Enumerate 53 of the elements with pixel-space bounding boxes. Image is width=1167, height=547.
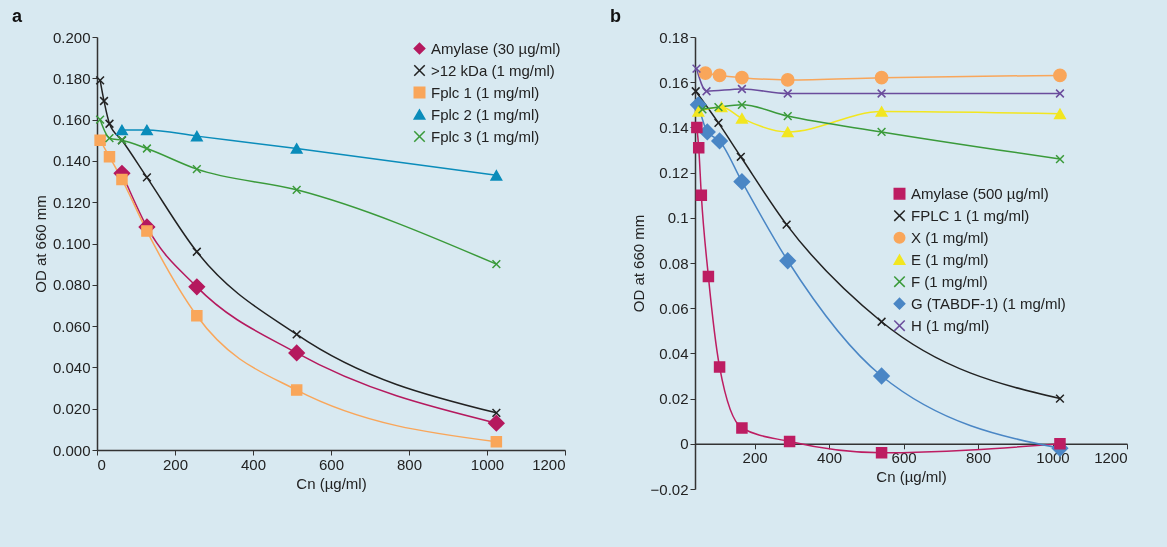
y-tick-label: 0.1	[667, 209, 689, 227]
y-tick-label: −0.02	[650, 480, 689, 498]
y-tick-label: 0	[680, 435, 689, 453]
x-tick-label: 1200	[1094, 449, 1128, 467]
y-tick-label: 0.080	[52, 276, 91, 294]
legend-label: FPLC 1 (1 mg/ml)	[911, 206, 1030, 224]
x-tick-label: 600	[891, 449, 917, 467]
x-tick-label: 1000	[1036, 449, 1070, 467]
y-tick-label: 0.04	[659, 344, 689, 362]
x-tick-label: 0	[97, 455, 106, 473]
y-tick-label: 0.18	[659, 28, 689, 46]
x-tick-label: 800	[966, 449, 992, 467]
legend-label: G (TABDF-1) (1 mg/ml)	[911, 294, 1066, 312]
y-tick-label: 0.12	[659, 164, 689, 182]
legend-label: X (1 mg/ml)	[911, 228, 989, 246]
x-tick-label: 1200	[532, 455, 566, 473]
x-tick-label: 600	[318, 455, 345, 473]
x-tick-label: 200	[162, 455, 189, 473]
y-tick-label: 0.180	[52, 69, 91, 87]
text: b	[610, 6, 621, 26]
text: a	[12, 6, 23, 26]
y-tick-label: 0.06	[659, 299, 689, 317]
y-tick-label: 0.02	[659, 390, 689, 408]
x-tick-label: 800	[396, 455, 423, 473]
x-axis-title: Cn (µg/ml)	[296, 474, 367, 492]
y-tick-label: 0.14	[659, 118, 689, 136]
y-tick-label: 0.200	[52, 28, 91, 46]
y-axis-title: OD at 660 mm	[629, 214, 647, 313]
legend-label: E (1 mg/ml)	[911, 250, 989, 268]
legend-label: >12 kDa (1 mg/ml)	[431, 61, 555, 79]
x-tick-label: 400	[240, 455, 267, 473]
x-tick-label: 1000	[470, 455, 505, 473]
y-tick-label: 0.160	[52, 111, 91, 129]
legend-label: Fplc 2 (1 mg/ml)	[431, 105, 540, 123]
legend-label: Amylase (500 µg/ml)	[911, 184, 1049, 202]
y-tick-label: 0.040	[52, 358, 91, 376]
y-tick-label: 0.120	[52, 193, 91, 211]
legend-label: Fplc 1 (1 mg/ml)	[431, 83, 540, 101]
y-tick-label: 0.060	[52, 317, 91, 335]
x-axis-title: Cn (µg/ml)	[876, 468, 947, 486]
legend-label: Fplc 3 (1 mg/ml)	[431, 127, 540, 145]
y-tick-label: 0.100	[52, 235, 91, 252]
legend-label: Amylase (30 µg/ml)	[431, 39, 561, 57]
x-tick-label: 200	[742, 449, 768, 467]
y-axis-title: OD at 660 mm	[31, 195, 49, 293]
y-tick-label: 0.140	[52, 152, 91, 170]
legend-label: H (1 mg/ml)	[911, 316, 990, 334]
x-tick-label: 400	[817, 449, 843, 467]
y-tick-label: 0.08	[659, 254, 689, 272]
y-tick-label: 0.020	[52, 400, 91, 418]
y-tick-label: 0.16	[659, 73, 689, 91]
y-tick-label: 0.000	[52, 441, 91, 459]
legend-label: F (1 mg/ml)	[911, 272, 988, 290]
